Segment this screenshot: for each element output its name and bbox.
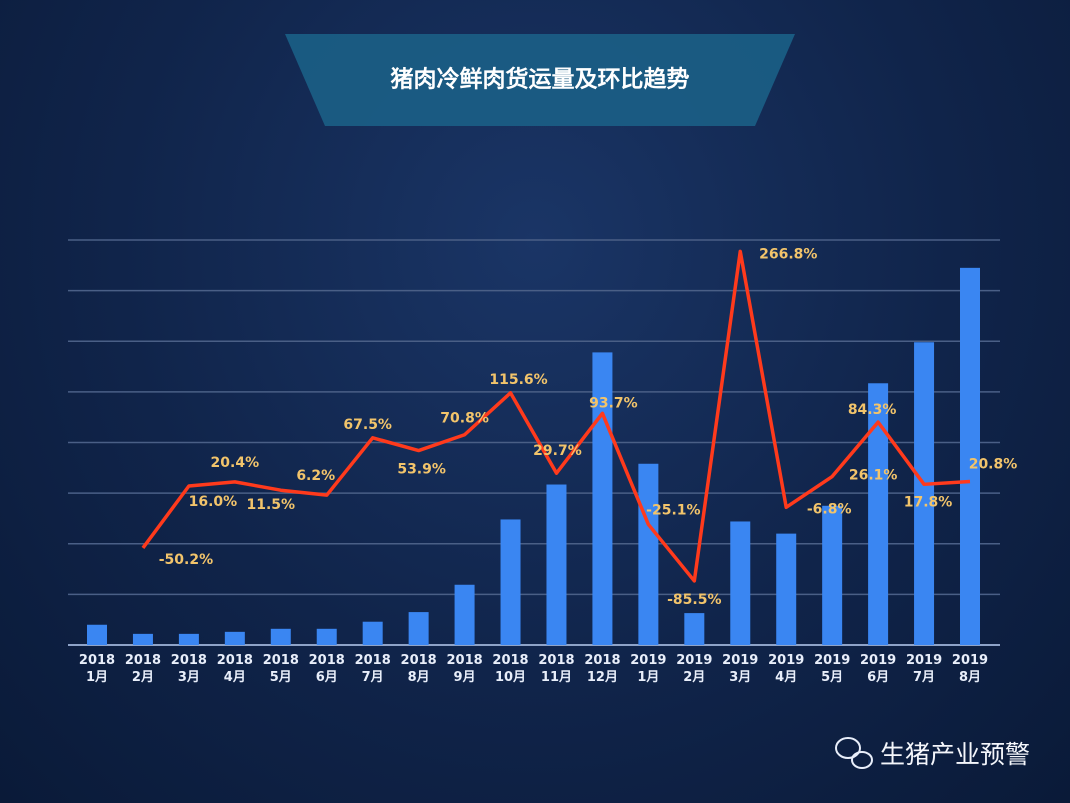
data-label: 11.5% xyxy=(247,497,296,513)
x-tick-label: 2018 6月 xyxy=(308,653,345,685)
x-tick-label: 2018 8月 xyxy=(400,653,437,685)
data-label: -25.1% xyxy=(646,502,700,518)
bar xyxy=(914,342,935,645)
bar xyxy=(776,533,797,645)
x-tick-label: 2019 8月 xyxy=(951,653,989,685)
bar xyxy=(224,631,245,645)
data-label: 29.7% xyxy=(533,443,582,459)
bar xyxy=(362,621,383,645)
bar xyxy=(132,633,153,645)
bar xyxy=(454,584,475,645)
x-tick-label: 2018 7月 xyxy=(354,653,391,685)
data-label: -50.2% xyxy=(159,552,213,568)
data-label: 20.4% xyxy=(211,455,260,471)
x-tick-label: 2019 7月 xyxy=(905,653,943,685)
x-tick-label: 2018 2月 xyxy=(124,653,162,685)
data-label: 20.8% xyxy=(969,457,1018,473)
data-label: 70.8% xyxy=(440,411,489,427)
data-label: 115.6% xyxy=(489,372,547,388)
data-label: 17.8% xyxy=(904,494,953,510)
x-tick-label: 2019 1月 xyxy=(630,653,667,685)
x-tick-label: 2018 11月 xyxy=(538,653,575,685)
x-tick-label: 2018 5月 xyxy=(262,653,299,685)
bar xyxy=(684,613,705,645)
x-tick-label: 2018 12月 xyxy=(584,653,621,685)
bar xyxy=(960,267,980,645)
data-label: -6.8% xyxy=(807,501,852,517)
data-label: 266.8% xyxy=(759,246,817,262)
bar xyxy=(270,628,291,645)
line xyxy=(141,249,971,583)
data-label: 6.2% xyxy=(296,468,335,484)
bar xyxy=(408,612,429,645)
x-tick-label: 2019 2月 xyxy=(676,653,713,685)
x-tick-label: 2018 4月 xyxy=(216,653,253,685)
data-label: -85.5% xyxy=(667,592,721,608)
x-tick-label: 2018 3月 xyxy=(170,653,207,685)
title-banner xyxy=(285,34,795,126)
bar xyxy=(868,383,889,645)
data-label: 16.0% xyxy=(189,494,238,510)
bar xyxy=(178,633,199,645)
bar xyxy=(500,519,521,645)
bar xyxy=(730,521,751,645)
data-label: 26.1% xyxy=(849,468,898,484)
x-tick-label: 2018 10月 xyxy=(492,653,529,685)
x-tick-label: 2019 5月 xyxy=(814,653,851,685)
data-label: 53.9% xyxy=(397,462,446,478)
bar xyxy=(316,628,337,645)
bar xyxy=(822,505,843,645)
data-label: 93.7% xyxy=(589,395,638,411)
data-label: 84.3% xyxy=(848,402,897,418)
x-tick-label: 2019 4月 xyxy=(768,653,805,685)
data-label: 67.5% xyxy=(343,417,392,433)
watermark: 生猪产业预警 xyxy=(880,740,1030,769)
bar xyxy=(87,624,107,645)
chart-title: 猪肉冷鲜肉货运量及环比趋势 xyxy=(391,66,690,93)
x-tick-label: 2018 9月 xyxy=(446,653,483,685)
bar xyxy=(546,484,567,645)
x-tick-label: 2018 1月 xyxy=(78,653,116,685)
x-tick-label: 2019 3月 xyxy=(722,653,759,685)
watermark-icon xyxy=(835,737,873,769)
x-tick-label: 2019 6月 xyxy=(860,653,897,685)
bar xyxy=(638,463,659,645)
